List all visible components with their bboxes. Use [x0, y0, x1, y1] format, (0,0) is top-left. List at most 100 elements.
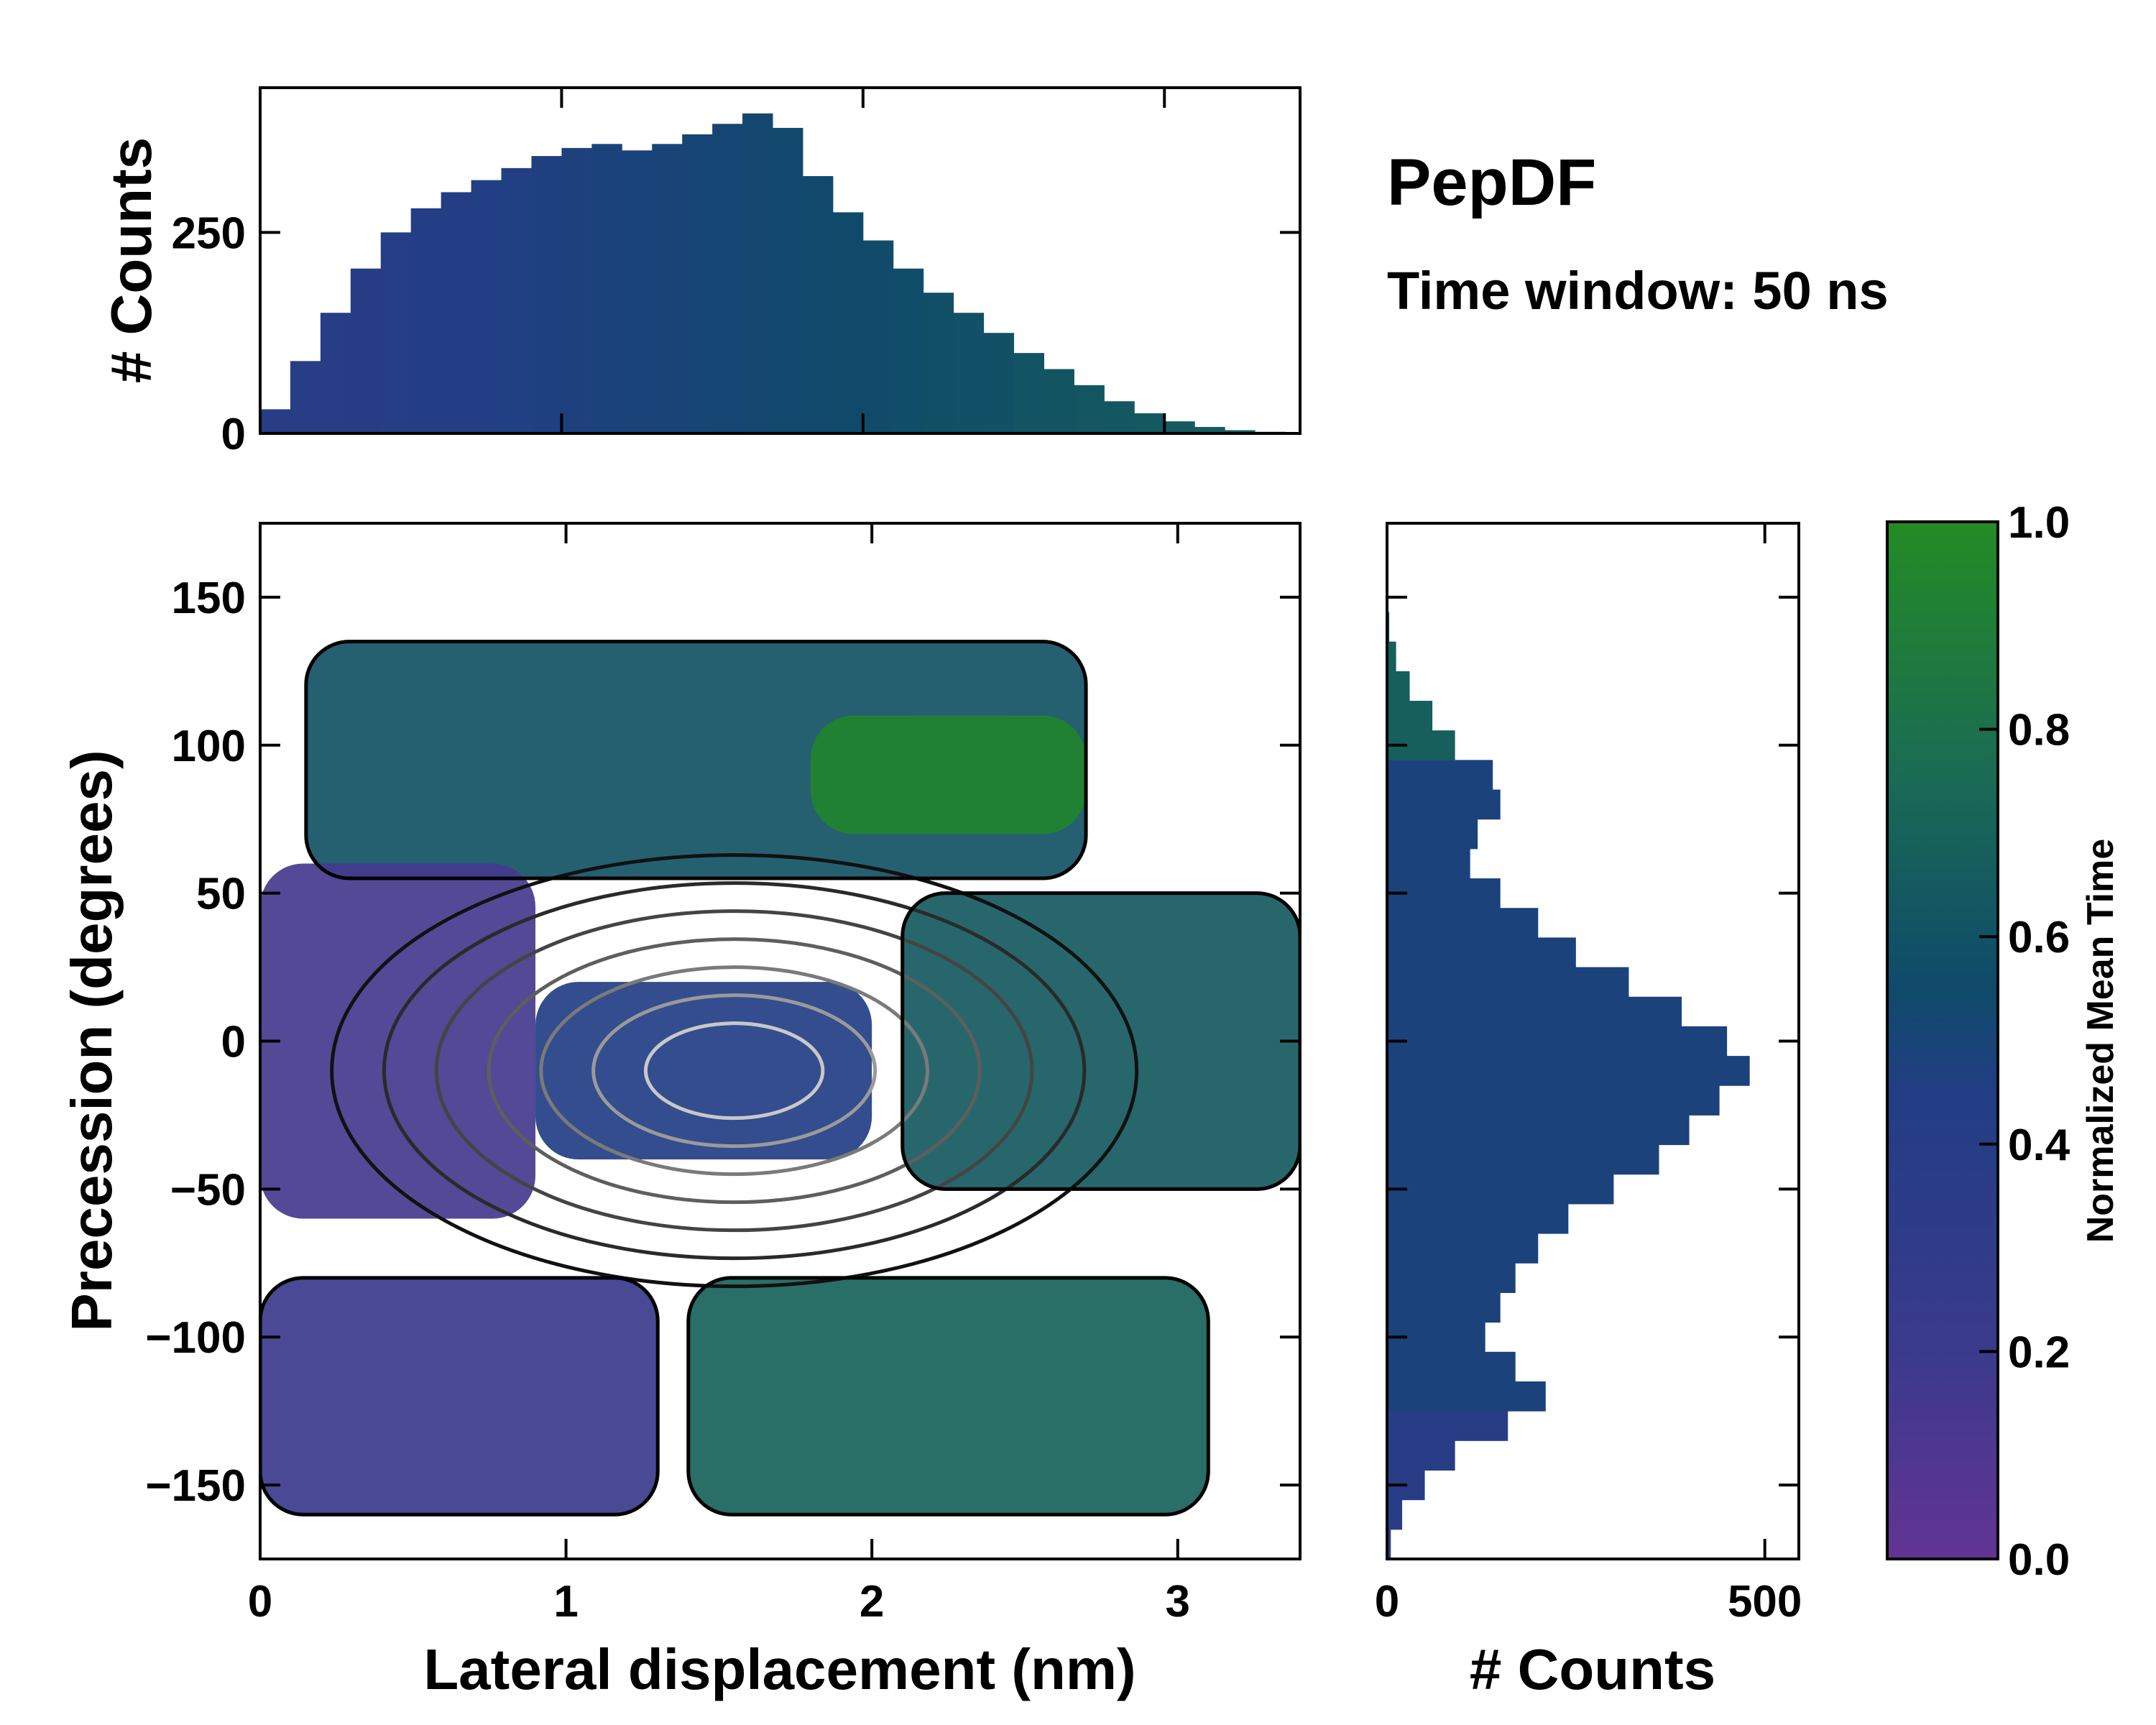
- top-histogram-bar: [501, 167, 532, 433]
- top-histogram-frame: [259, 86, 1302, 435]
- colorbar-tick-label: 0.8: [2008, 706, 2070, 755]
- heatmap-region: [811, 715, 1087, 834]
- colorbar-label: Normalized Mean Time: [2080, 839, 2122, 1243]
- top-histogram: [260, 113, 1286, 434]
- top-histogram-bar: [260, 409, 291, 433]
- top-ytick-label: 250: [172, 208, 246, 258]
- right-histogram-bar: [1387, 937, 1576, 968]
- top-histogram-bar: [320, 313, 351, 433]
- top-histogram-bar: [531, 156, 562, 433]
- right-histogram-bar: [1387, 1351, 1516, 1382]
- right-histogram-bar: [1387, 641, 1396, 672]
- right-histogram-bar: [1387, 1499, 1403, 1530]
- outer-contour: [686, 1276, 1210, 1517]
- right-histogram-bar: [1387, 1529, 1391, 1560]
- right-histogram-bar: [1387, 789, 1501, 820]
- top-histogram-bar: [410, 208, 442, 433]
- main-ylabel: Precession (degrees): [60, 750, 124, 1331]
- right-histogram-bar: [1387, 1026, 1728, 1057]
- main-xlabel: Lateral displacement (nm): [423, 1637, 1135, 1701]
- top-histogram-bar: [802, 176, 834, 433]
- heatmap-region: [688, 1277, 1209, 1515]
- right-histogram-bar: [1387, 908, 1539, 938]
- main-contours: [260, 640, 1300, 1517]
- right-histogram-bar: [1387, 760, 1493, 791]
- figure-subtitle: Time window: 50 ns: [1387, 261, 1889, 321]
- top-histogram-bar: [862, 240, 894, 433]
- right-histogram-bar: [1387, 701, 1433, 731]
- right-histogram-bar: [1387, 819, 1478, 850]
- heatmap-region: [260, 863, 536, 1219]
- top-histogram-bar: [1104, 401, 1135, 433]
- colorbar-tick-label: 0.2: [2008, 1328, 2070, 1377]
- top-histogram-bar: [983, 333, 1015, 433]
- right-histogram-bar: [1387, 996, 1682, 1027]
- right-histogram-bar: [1387, 967, 1629, 998]
- top-histogram-bar: [773, 127, 803, 433]
- top-histogram-bar: [471, 180, 502, 434]
- right-histogram-bar: [1387, 1115, 1690, 1146]
- right-histogram-bar: [1387, 1440, 1455, 1471]
- figure-title: PepDF: [1387, 146, 1596, 219]
- colorbar-tick-label: 0.4: [2008, 1121, 2070, 1170]
- top-histogram-bar: [591, 144, 622, 434]
- top-histogram-bar: [923, 293, 954, 433]
- top-histogram-bar: [682, 134, 713, 433]
- top-histogram-bar: [1013, 353, 1044, 433]
- colorbar-tick-label: 0.0: [2008, 1535, 2070, 1585]
- top-histogram-bar: [742, 113, 773, 433]
- main-ytick-label: −100: [145, 1313, 246, 1363]
- top-histogram-bar: [953, 313, 985, 433]
- main-ytick-label: 50: [196, 870, 246, 919]
- main-ytick-label: 150: [172, 574, 246, 623]
- main-ytick-label: −50: [170, 1165, 246, 1215]
- right-histogram-bar: [1387, 1144, 1659, 1175]
- top-histogram-bar: [1134, 413, 1165, 433]
- top-histogram-bar: [350, 268, 382, 433]
- density-contour: [643, 1021, 825, 1121]
- top-histogram-ylabel: # Counts: [99, 137, 163, 383]
- top-histogram-bar: [441, 192, 472, 433]
- right-histogram-bar: [1387, 671, 1410, 702]
- heatmap-region: [902, 893, 1300, 1190]
- main-heatmap: [260, 641, 1300, 1515]
- main-ytick-label: 0: [221, 1018, 246, 1067]
- top-histogram-bar: [380, 232, 412, 433]
- right-histogram-bar: [1387, 1292, 1501, 1323]
- right-histogram-bar: [1387, 1233, 1539, 1264]
- heatmap-region: [260, 1277, 658, 1515]
- right-histogram-xlabel: # Counts: [1470, 1637, 1715, 1701]
- top-histogram-bar: [712, 124, 743, 433]
- top-histogram-bar: [1225, 430, 1256, 433]
- top-histogram-bar: [561, 147, 592, 433]
- right-histogram-bar: [1387, 1411, 1508, 1441]
- right-histogram-bar: [1387, 1263, 1516, 1293]
- colorbar: [1886, 520, 1999, 1560]
- density-contour: [382, 881, 1087, 1261]
- right-histogram-bar: [1387, 1056, 1750, 1086]
- main-xtick-label: 1: [553, 1577, 578, 1627]
- main-xtick-label: 0: [248, 1577, 272, 1627]
- right-xtick-label: 0: [1375, 1577, 1399, 1627]
- density-contour: [487, 937, 982, 1205]
- right-histogram-bar: [1387, 1085, 1720, 1116]
- right-histogram-bar: [1387, 1174, 1614, 1205]
- main-ytick-label: 100: [172, 722, 246, 771]
- main-ytick-label: −150: [145, 1461, 246, 1511]
- right-histogram: [1387, 612, 1750, 1560]
- density-contour: [591, 993, 877, 1149]
- top-histogram-bar: [290, 361, 321, 433]
- right-histogram-bar: [1387, 1203, 1569, 1234]
- outer-contour: [304, 640, 1088, 880]
- top-histogram-bar: [832, 212, 864, 433]
- right-histogram-bar: [1387, 848, 1470, 879]
- top-histogram-bar: [1074, 385, 1105, 433]
- density-contour: [330, 853, 1139, 1289]
- top-histogram-bar: [622, 150, 653, 433]
- colorbar-tick-label: 1.0: [2008, 498, 2070, 548]
- top-ytick-label: 0: [221, 410, 246, 459]
- top-histogram-bar: [1164, 421, 1195, 433]
- density-contour: [434, 909, 1034, 1233]
